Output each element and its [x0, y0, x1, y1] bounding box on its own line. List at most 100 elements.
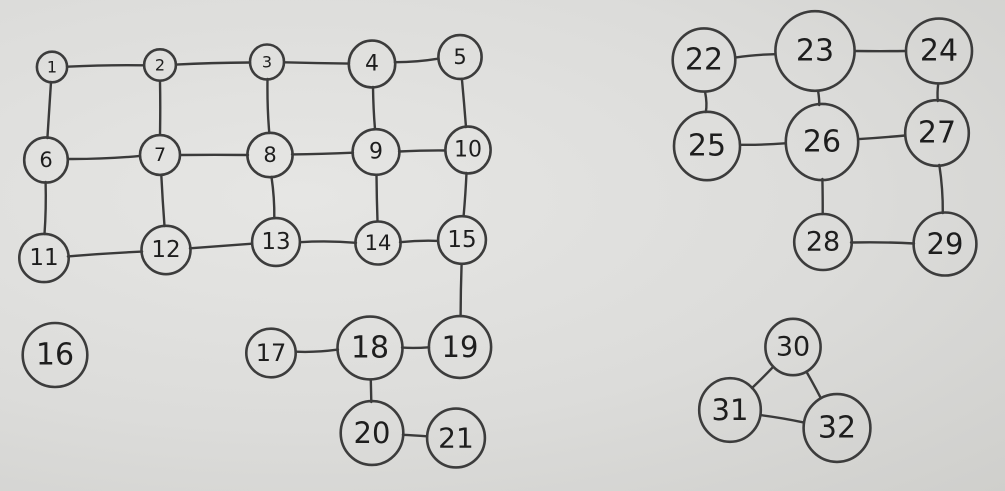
- edge-22-23: [734, 53, 777, 59]
- node-5-circle: [437, 33, 483, 81]
- edge-26-27: [857, 134, 907, 141]
- node-10-circle: [444, 125, 492, 175]
- node-6: 6: [22, 136, 70, 184]
- node-27-circle: [903, 98, 971, 168]
- edge-15-19: [459, 262, 463, 318]
- edge-3-4: [282, 61, 351, 65]
- edge-25-26: [739, 142, 787, 147]
- edge-4-9: [371, 85, 377, 131]
- node-19: 19: [427, 314, 493, 380]
- node-4-circle: [347, 39, 397, 89]
- node-11-label: 11: [29, 245, 58, 271]
- edge-20-21: [401, 433, 429, 438]
- node-5: 5: [437, 33, 483, 81]
- node-16: 16: [21, 321, 89, 389]
- node-13-label: 13: [261, 229, 290, 255]
- node-23: 23: [774, 9, 856, 93]
- node-13-circle: [250, 216, 302, 268]
- node-10-label: 10: [454, 138, 482, 163]
- edge-27-29: [938, 163, 945, 215]
- edge-4-5: [393, 57, 440, 64]
- node-29: 29: [912, 211, 978, 277]
- node-32-circle: [802, 392, 872, 464]
- edge-8-13: [270, 175, 276, 220]
- node-12: 12: [140, 224, 192, 276]
- node-9: 9: [351, 127, 401, 177]
- node-24-circle: [904, 17, 974, 85]
- edge-14-15: [398, 239, 440, 244]
- node-17-circle: [245, 327, 298, 379]
- node-3: 3: [248, 43, 286, 81]
- node-1-label: 1: [47, 58, 57, 77]
- node-9-circle: [351, 127, 401, 177]
- node-8-label: 8: [263, 143, 276, 167]
- edge-8-9: [290, 151, 355, 156]
- node-6-circle: [22, 136, 70, 184]
- node-20-circle: [339, 399, 405, 467]
- edge-24-27: [936, 82, 940, 103]
- node-25-label: 25: [688, 129, 726, 164]
- node-22-circle: [671, 27, 737, 93]
- node-22-label: 22: [685, 43, 723, 78]
- node-26-circle: [784, 102, 860, 182]
- edge-17-18: [294, 348, 340, 354]
- node-22: 22: [671, 27, 737, 93]
- node-16-label: 16: [36, 338, 74, 373]
- node-21-label: 21: [438, 422, 474, 455]
- edge-9-10: [397, 149, 447, 153]
- node-7: 7: [138, 133, 182, 177]
- node-11-circle: [17, 232, 71, 284]
- edge-30-31: [750, 365, 775, 390]
- node-1-circle: [35, 50, 69, 84]
- edge-22-25: [703, 90, 708, 114]
- node-2-label: 2: [155, 56, 165, 75]
- node-10: 10: [444, 125, 492, 175]
- node-31: 31: [697, 376, 763, 444]
- edge-10-15: [462, 171, 468, 218]
- node-29-label: 29: [927, 227, 964, 261]
- node-18: 18: [336, 315, 404, 381]
- node-23-label: 23: [796, 34, 834, 69]
- node-25-circle: [672, 110, 742, 182]
- edge-1-6: [46, 80, 53, 140]
- edge-6-7: [66, 154, 142, 161]
- edge-7-12: [160, 173, 166, 228]
- node-31-circle: [697, 376, 763, 444]
- node-4: 4: [347, 39, 397, 89]
- node-15-label: 15: [447, 227, 476, 253]
- node-13: 13: [250, 216, 302, 268]
- node-18-label: 18: [351, 331, 389, 366]
- node-14: 14: [354, 220, 402, 266]
- node-14-circle: [354, 220, 402, 266]
- node-16-circle: [21, 321, 89, 389]
- node-17-label: 17: [256, 339, 287, 367]
- node-30: 30: [764, 317, 822, 377]
- edge-2-3: [174, 61, 252, 66]
- node-30-circle: [764, 317, 822, 377]
- node-8: 8: [246, 131, 294, 179]
- edge-12-13: [188, 242, 254, 250]
- node-31-label: 31: [712, 393, 749, 427]
- node-3-label: 3: [262, 53, 272, 72]
- edge-9-14: [375, 173, 379, 223]
- node-27: 27: [903, 98, 971, 168]
- node-4-label: 4: [365, 52, 379, 77]
- node-17: 17: [245, 327, 298, 379]
- node-28-circle: [792, 212, 854, 272]
- node-32: 32: [802, 392, 872, 464]
- node-11: 11: [17, 232, 71, 284]
- edges-layer: [43, 49, 945, 438]
- edge-6-11: [43, 180, 47, 236]
- node-19-label: 19: [442, 330, 479, 364]
- node-18-circle: [336, 315, 404, 381]
- node-29-circle: [912, 211, 978, 277]
- node-24-label: 24: [920, 34, 958, 69]
- node-7-label: 7: [154, 144, 166, 166]
- node-19-circle: [427, 314, 493, 380]
- node-12-circle: [140, 224, 192, 276]
- edge-28-29: [849, 241, 916, 245]
- node-26-label: 26: [803, 125, 841, 160]
